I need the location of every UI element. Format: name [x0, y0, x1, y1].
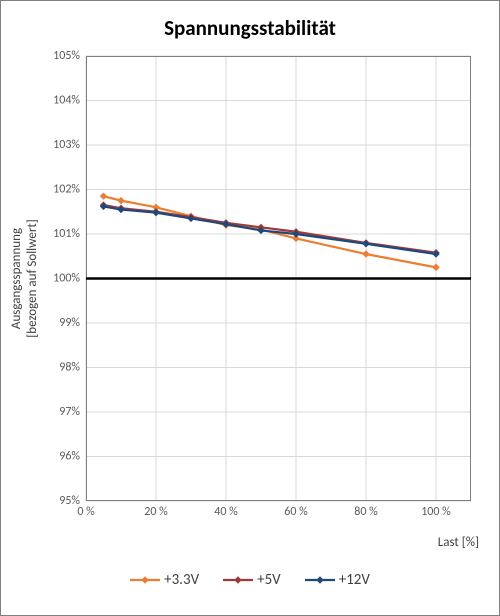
- legend-item: +12V: [305, 571, 370, 589]
- legend-marker-icon: [317, 577, 323, 583]
- x-tick-label: 60 %: [284, 505, 308, 519]
- x-tick-label: 80 %: [354, 505, 378, 519]
- x-axis-label: Last [%]: [438, 535, 479, 550]
- legend-swatch: [130, 573, 160, 587]
- x-tick-label: 100 %: [421, 505, 451, 519]
- series-marker: [101, 193, 107, 199]
- legend: +3.3V +5V +12V: [1, 571, 499, 592]
- series-+12V: [101, 203, 440, 257]
- legend-label: +5V: [257, 571, 281, 589]
- series-marker: [118, 198, 124, 204]
- y-tick-label: 96%: [59, 449, 80, 463]
- chart-title: Spannungsstabilität: [1, 15, 499, 41]
- y-tick-label: 103%: [53, 138, 80, 152]
- x-tick-label: 40 %: [214, 505, 238, 519]
- legend-marker-icon: [142, 577, 148, 583]
- y-axis-label-line2: [bezogen auf Sollwert]: [25, 219, 40, 337]
- chart-container: Spannungsstabilität Ausgangsspannung [be…: [0, 0, 500, 616]
- series-marker: [363, 251, 369, 257]
- plot-area: 95%96%97%98%99%100%101%102%103%104%105% …: [86, 56, 471, 501]
- y-tick-label: 98%: [59, 360, 80, 374]
- legend-marker-icon: [235, 577, 241, 583]
- y-tick-label: 104%: [53, 93, 80, 107]
- y-tick-label: 99%: [59, 316, 80, 330]
- y-tick-label: 100%: [53, 271, 80, 285]
- legend-label: +12V: [339, 571, 370, 589]
- x-tick-labels: 0 % 20 % 40 % 60 % 80 % 100 %: [77, 505, 451, 519]
- series-marker: [433, 264, 439, 270]
- legend-item: +5V: [223, 571, 281, 589]
- y-tick-label: 102%: [53, 182, 80, 196]
- y-axis-label-line1: Ausgangsspannung: [9, 228, 24, 329]
- y-tick-label: 97%: [59, 405, 80, 419]
- series-group: [101, 193, 440, 270]
- y-tick-labels: 95%96%97%98%99%100%101%102%103%104%105%: [53, 49, 80, 508]
- legend-item: +3.3V: [130, 571, 199, 589]
- y-tick-label: 105%: [53, 49, 80, 63]
- x-tick-label: 0 %: [77, 505, 95, 519]
- y-tick-label: 101%: [53, 227, 80, 241]
- y-axis-label: Ausgangsspannung [bezogen auf Sollwert]: [9, 56, 49, 501]
- x-tick-label: 20 %: [144, 505, 168, 519]
- legend-swatch: [305, 573, 335, 587]
- legend-swatch: [223, 573, 253, 587]
- legend-label: +3.3V: [164, 571, 199, 589]
